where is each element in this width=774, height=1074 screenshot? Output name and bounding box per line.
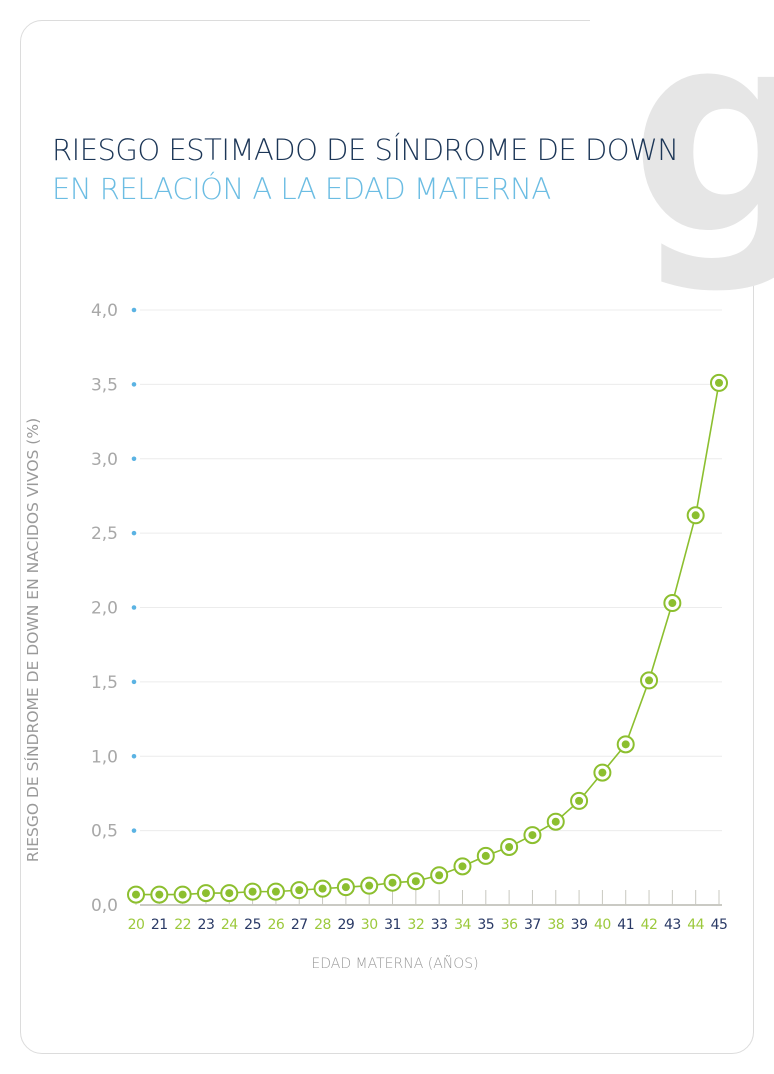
x-tick-label: 21 [151, 917, 168, 933]
chart-title-line1: RIESGO ESTIMADO DE SÍNDROME DE DOWN [52, 133, 679, 167]
y-tick-label: 4,0 [91, 301, 118, 321]
y-tick-dot [131, 753, 137, 759]
series-line [136, 382, 720, 896]
data-point [178, 890, 187, 899]
data-point [341, 883, 350, 892]
data-point [621, 740, 630, 749]
x-axis-label: EDAD MATERNA (AÑOS) [311, 955, 478, 972]
x-tick-label: 29 [337, 917, 354, 933]
data-point [458, 862, 467, 871]
y-tick-dot [131, 605, 137, 610]
data-point [528, 831, 537, 840]
x-tick-label: 43 [664, 917, 681, 933]
data-point [435, 871, 444, 880]
x-tick-label: 31 [384, 917, 401, 933]
data-point [132, 890, 140, 899]
y-tick-label: 1,0 [91, 747, 118, 767]
data-point [645, 676, 654, 685]
x-tick-label: 36 [501, 917, 518, 933]
logo-g-watermark: g [590, 0, 774, 297]
x-tick-label: 40 [594, 917, 611, 933]
x-tick-label: 45 [711, 917, 728, 933]
x-tick-label: 25 [244, 917, 261, 933]
data-point [668, 599, 677, 608]
x-tick-label: 27 [291, 917, 308, 933]
y-tick-label: 0,0 [91, 896, 118, 916]
data-point [715, 378, 723, 387]
x-tick-label: 26 [268, 917, 285, 933]
y-tick-label: 1,5 [91, 673, 118, 693]
data-point [271, 887, 280, 896]
data-point [481, 851, 490, 860]
y-tick-dot [131, 382, 137, 387]
data-point [201, 889, 210, 898]
data-point [575, 796, 584, 805]
data-point [365, 881, 374, 890]
data-point [318, 884, 327, 893]
data-point [248, 887, 257, 896]
x-tick-label: 32 [407, 917, 424, 933]
x-tick-label: 44 [687, 917, 704, 933]
y-tick-dot [131, 828, 137, 833]
y-tick-dot [131, 679, 137, 685]
data-point [411, 877, 420, 886]
x-tick-label: 42 [641, 917, 658, 933]
y-tick-label: 3,0 [91, 450, 118, 470]
y-tick-label: 2,0 [91, 599, 118, 619]
y-axis-label: RIESGO DE SÍNDROME DE DOWN EN NACIDOS VI… [23, 418, 42, 862]
data-point [155, 890, 164, 899]
x-tick-label: 37 [524, 917, 541, 933]
y-tick-label: 2,5 [91, 524, 118, 544]
x-tick-label: 24 [221, 917, 238, 933]
x-tick-label: 34 [454, 917, 471, 933]
x-tick-label: 33 [431, 917, 448, 933]
data-point [551, 817, 560, 826]
y-tick-dot [131, 456, 137, 462]
y-tick-label: 3,5 [91, 375, 118, 395]
x-tick-label: 39 [571, 917, 588, 933]
svg-text:g: g [630, 0, 774, 297]
y-tick-dot [131, 307, 137, 313]
data-point [295, 886, 304, 895]
y-tick-label: 0,5 [91, 822, 118, 842]
x-tick-label: 28 [314, 917, 331, 933]
x-tick-label: 30 [361, 917, 378, 933]
data-point [505, 842, 514, 851]
data-point [225, 889, 234, 898]
x-tick-label: 38 [547, 917, 564, 933]
x-tick-label: 23 [198, 917, 215, 933]
y-tick-dot [131, 530, 137, 536]
data-point [388, 878, 397, 887]
x-tick-label: 35 [477, 917, 494, 933]
chart-title-line2: EN RELACIÓN A LA EDAD MATERNA [52, 172, 551, 206]
x-tick-label: 41 [617, 917, 634, 933]
data-point [598, 768, 607, 777]
data-point [691, 511, 700, 520]
x-tick-label: 22 [174, 917, 191, 933]
x-tick-label: 20 [128, 917, 145, 933]
